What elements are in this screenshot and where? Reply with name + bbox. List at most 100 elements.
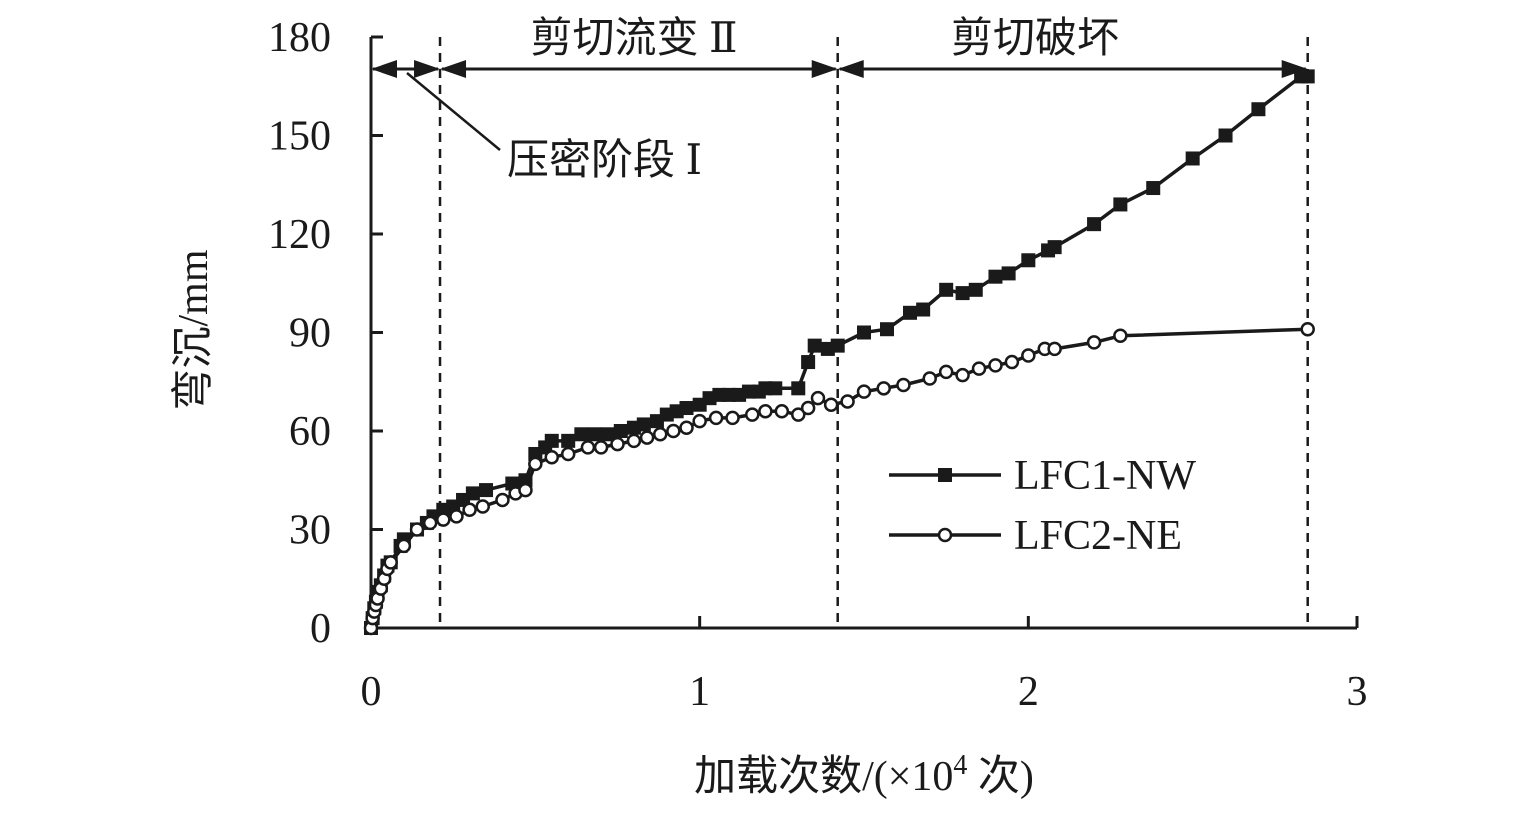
legend-label: LFC1-NW	[1014, 453, 1196, 499]
data-point-square	[791, 381, 806, 396]
data-point-square	[968, 282, 983, 297]
data-point-circle	[396, 538, 412, 554]
data-point-circle	[1113, 328, 1128, 344]
data-point-square	[1251, 102, 1266, 117]
data-point-circle	[422, 515, 438, 531]
data-point-circle	[409, 522, 425, 537]
data-point-circle	[810, 390, 826, 406]
data-point-circle	[840, 394, 855, 409]
data-point-circle	[475, 499, 490, 514]
data-point-circle	[626, 433, 642, 449]
data-point-circle	[1047, 341, 1062, 357]
data-point-circle	[876, 381, 891, 396]
x-tick-label: 2	[1018, 669, 1039, 715]
data-point-square	[479, 483, 494, 498]
data-point-circle	[938, 364, 954, 380]
data-point-circle	[1086, 335, 1102, 350]
data-point-square	[679, 401, 694, 416]
data-point-circle	[922, 371, 937, 386]
x-axis-title-superscript: 4	[953, 750, 967, 781]
data-point-square	[544, 433, 559, 448]
data-point-circle	[449, 509, 464, 524]
data-point-circle	[666, 423, 681, 439]
y-tick-label: 150	[268, 114, 331, 160]
data-point-circle	[692, 413, 707, 429]
data-point-circle	[896, 377, 911, 393]
data-point-circle	[791, 407, 806, 422]
data-point-circle	[518, 482, 533, 498]
data-point-square	[955, 286, 970, 301]
x-tick-label: 0	[361, 669, 382, 715]
y-tick-label: 180	[268, 15, 331, 61]
data-point-circle	[1004, 354, 1020, 370]
data-point-square	[807, 338, 822, 353]
data-point-circle	[800, 400, 816, 416]
data-point-circle	[988, 358, 1003, 373]
data-point-circle	[639, 430, 655, 445]
data-point-square	[916, 302, 931, 317]
stage-label-shear-failure: 剪切破坏	[951, 16, 1119, 62]
data-point-square	[1113, 197, 1128, 212]
data-point-square	[880, 322, 895, 337]
data-point-square	[903, 305, 918, 320]
y-tick-label: 60	[289, 409, 331, 455]
data-point-square	[465, 486, 480, 501]
data-point-square	[1001, 266, 1016, 281]
stage-label-compaction: 压密阶段 Ⅰ	[507, 137, 702, 184]
data-point-circle	[610, 436, 625, 452]
data-point-circle	[528, 456, 543, 472]
legend-marker-circle	[937, 527, 953, 543]
data-point-circle	[823, 397, 839, 412]
data-point-circle	[1021, 348, 1036, 363]
data-point-square	[613, 424, 628, 438]
stage-arrowhead-right	[811, 60, 838, 78]
data-point-square	[636, 417, 651, 432]
x-tick-label: 3	[1347, 669, 1368, 715]
data-point-square	[1185, 151, 1200, 166]
legend-marker-square	[938, 468, 952, 482]
y-tick-label: 120	[268, 212, 331, 258]
data-point-circle	[1300, 321, 1315, 337]
data-point-square	[1300, 69, 1315, 84]
data-point-square	[1218, 128, 1233, 143]
data-point-square	[1047, 240, 1062, 255]
data-point-square	[768, 381, 783, 396]
data-point-circle	[758, 404, 773, 419]
x-tick-label: 1	[689, 669, 710, 715]
data-point-square	[587, 427, 602, 442]
data-point-circle	[955, 367, 970, 383]
y-axis-title: 弯沉/mm	[170, 249, 217, 410]
y-tick-label: 90	[289, 311, 331, 357]
data-point-square	[988, 269, 1003, 284]
data-point-square	[857, 325, 871, 340]
data-point-square	[939, 282, 954, 297]
data-point-circle	[652, 427, 668, 442]
data-point-circle	[725, 410, 740, 426]
data-point-square	[574, 427, 589, 442]
legend: LFC1-NW LFC2-NE	[889, 453, 1196, 559]
stage-arrowhead-left	[371, 60, 397, 78]
data-point-square	[1087, 217, 1102, 232]
y-tick-label: 0	[310, 606, 331, 652]
data-point-circle	[462, 502, 477, 518]
data-point-circle	[745, 407, 760, 422]
stage-arrowhead-left	[837, 60, 864, 78]
data-point-square	[1146, 181, 1161, 196]
data-point-circle	[679, 420, 694, 435]
data-point-circle	[856, 384, 872, 399]
data-point-circle	[560, 446, 576, 462]
stage-leader-line	[406, 72, 501, 151]
data-point-circle	[971, 361, 987, 376]
data-point-circle	[708, 410, 724, 426]
series-group	[363, 69, 1315, 636]
stage-arrowhead-right	[1281, 60, 1308, 78]
data-point-circle	[436, 512, 451, 527]
stage-arrowhead-right	[414, 60, 441, 78]
data-point-square	[600, 427, 615, 442]
y-tick-label: 30	[289, 508, 331, 554]
data-point-square	[830, 338, 845, 353]
data-point-square	[561, 433, 576, 448]
